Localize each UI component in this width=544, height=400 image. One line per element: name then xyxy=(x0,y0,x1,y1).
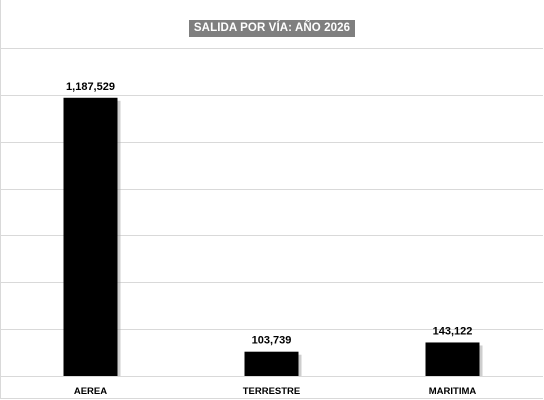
bar-terrestre xyxy=(244,351,299,376)
bar-maritima xyxy=(425,342,480,376)
data-label-maritima: 143,122 xyxy=(433,325,473,337)
x-tick-label-maritima: MARITIMA xyxy=(429,386,477,397)
chart-title-wrapper: SALIDA POR VÍA: AÑO 2026 xyxy=(0,18,544,37)
bar-aerea xyxy=(63,97,118,376)
chart-title: SALIDA POR VÍA: AÑO 2026 xyxy=(188,20,356,37)
x-tick-label-terrestre: TERRESTRE xyxy=(243,386,301,397)
x-tick-label-aerea: AEREA xyxy=(74,386,107,397)
data-label-aerea: 1,187,529 xyxy=(66,81,115,93)
data-label-terrestre: 103,739 xyxy=(252,335,292,347)
